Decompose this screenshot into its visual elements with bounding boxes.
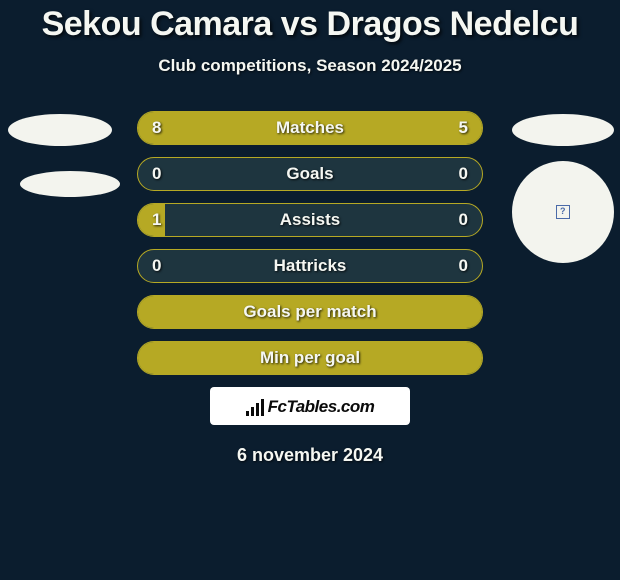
date-line: 6 november 2024 [0,445,620,466]
logo-bars-icon [246,398,264,416]
logo-box: FcTables.com [210,387,410,425]
page-subtitle: Club competitions, Season 2024/2025 [0,56,620,76]
player1-badge-1 [8,114,112,146]
bar-label: Goals [138,158,482,190]
bar-label: Goals per match [138,296,482,328]
bar-value-left: 0 [152,250,161,282]
player1-badge-2 [20,171,120,197]
stat-bars: Matches85Goals00Assists10Hattricks00Goal… [137,111,483,375]
stat-row: Matches8 5 [137,111,483,145]
player2-badge-2 [512,161,614,263]
page-title: Sekou Camara vs Dragos Nedelcu [0,5,620,44]
bar-label: Assists [138,204,482,236]
bar-label: Min per goal [138,342,482,374]
stat-row: Goals per match [137,295,483,329]
bar-value-right: 0 [459,250,468,282]
bar-value-left: 0 [152,158,161,190]
stat-row: Goals0 0 [137,157,483,191]
content-area: Matches85Goals00Assists10Hattricks00Goal… [0,111,620,466]
bar-value-left: 1 [152,204,161,236]
bar-value-right: 0 [459,158,468,190]
question-icon [556,205,570,219]
player2-badge-1 [512,114,614,146]
bar-value-right: 5 [459,112,468,144]
bar-value-right: 0 [459,204,468,236]
stat-row: Hattricks0 0 [137,249,483,283]
stat-row: Assists1 0 [137,203,483,237]
stat-row: Min per goal [137,341,483,375]
bar-label: Hattricks [138,250,482,282]
comparison-card: Sekou Camara vs Dragos Nedelcu Club comp… [0,0,620,580]
bar-value-left: 8 [152,112,161,144]
bar-label: Matches [138,112,482,144]
logo-text: FcTables.com [268,397,375,417]
